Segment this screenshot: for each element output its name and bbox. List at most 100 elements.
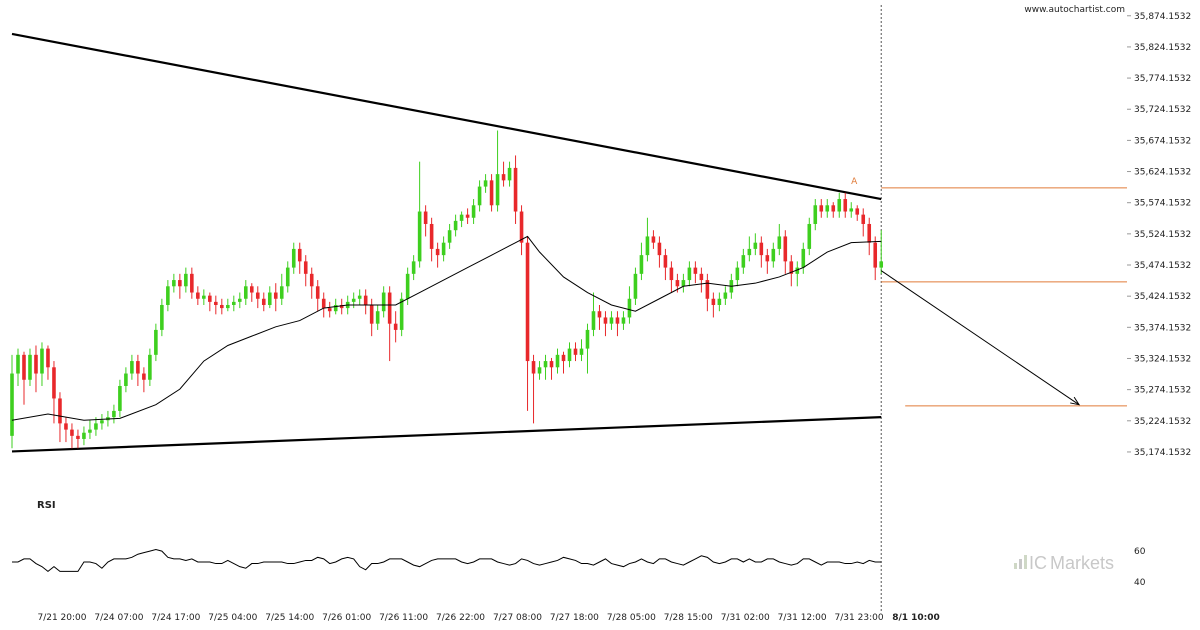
candle-body: [130, 361, 134, 374]
candle-body: [184, 273, 188, 287]
y-tick-label: 35,224.1532: [1134, 417, 1191, 427]
candle-body: [220, 304, 224, 309]
forecast-arrow-head: [1070, 396, 1081, 406]
candle-body: [70, 429, 74, 436]
candle-body: [681, 280, 686, 287]
x-tick-label: 7/26 11:00: [379, 613, 428, 623]
y-tick-label: 35,724.1532: [1134, 105, 1191, 115]
candle-body: [22, 354, 26, 380]
brand-logo: IC Markets: [1014, 553, 1114, 573]
candle-body: [855, 208, 860, 215]
candle-body: [765, 255, 770, 262]
candle-body: [879, 261, 884, 268]
candle-body: [249, 286, 254, 293]
candle-body: [747, 248, 752, 256]
candle-body: [873, 242, 878, 268]
y-tick-label: 35,274.1532: [1134, 386, 1191, 396]
rsi-title: RSI: [37, 500, 56, 511]
candle-body: [549, 361, 554, 368]
candle-body: [387, 292, 392, 324]
candle-body: [118, 385, 122, 411]
candle-body: [28, 354, 32, 380]
moving-average-line: [11, 235, 882, 421]
candle-body: [465, 214, 470, 218]
candle-body: [243, 286, 248, 299]
candle-body: [555, 354, 560, 368]
candle-body: [795, 267, 800, 274]
x-tick-label: 7/25 14:00: [265, 613, 314, 623]
candle-body: [16, 354, 20, 374]
candle-body: [711, 298, 716, 305]
candle-body: [100, 420, 104, 424]
candle-body: [639, 255, 644, 274]
candle-body: [375, 311, 380, 324]
candle-body: [717, 298, 722, 305]
candle-body: [705, 280, 710, 299]
candle-body: [351, 298, 356, 302]
x-tick-label: 7/24 07:00: [94, 613, 143, 623]
candle-body: [76, 435, 80, 439]
candle-body: [567, 348, 572, 362]
candle-body: [82, 432, 86, 439]
support-trendline: [11, 416, 882, 453]
pattern-point-label: A: [851, 177, 858, 187]
candle-body: [40, 348, 44, 374]
y-tick-label: 35,324.1532: [1134, 354, 1191, 364]
y-tick-label: 35,174.1532: [1134, 448, 1191, 458]
candle-body: [411, 261, 416, 274]
candle-body: [94, 423, 98, 430]
candle-body: [136, 361, 140, 374]
candle-body: [471, 205, 476, 218]
candle-body: [801, 248, 806, 268]
y-tick-label: 35,824.1532: [1134, 43, 1191, 53]
candle-body: [232, 301, 236, 305]
candle-body: [178, 280, 182, 287]
candle-body: [633, 273, 638, 299]
candle-body: [837, 199, 842, 212]
candle-body: [495, 174, 500, 206]
candle-body: [531, 361, 536, 374]
candle-body: [399, 298, 404, 330]
candle-body: [417, 211, 422, 262]
candle-body: [723, 292, 728, 299]
candle-body: [357, 295, 362, 299]
candle-body: [741, 255, 746, 268]
candle-body: [657, 242, 662, 256]
candle-body: [369, 304, 374, 324]
price-panel: A: [10, 32, 1127, 453]
candle-body: [208, 295, 212, 302]
candle-body: [699, 273, 704, 281]
candle-body: [585, 329, 590, 349]
candle-body: [597, 311, 602, 318]
candle-body: [166, 286, 170, 305]
y-tick-label: 35,524.1532: [1134, 230, 1191, 240]
candle-body: [46, 348, 50, 368]
candle-body: [88, 429, 92, 433]
x-tick-label: 7/25 04:00: [208, 613, 257, 623]
candle-body: [807, 223, 812, 249]
candle-body: [621, 317, 626, 324]
brand-name: Markets: [1050, 553, 1114, 573]
candle-body: [825, 205, 830, 212]
candle-body: [363, 295, 368, 305]
x-tick-label: 7/26 01:00: [322, 613, 371, 623]
y-tick-label: 35,674.1532: [1134, 136, 1191, 146]
candle-body: [315, 286, 320, 299]
candle-body: [202, 295, 206, 299]
x-tick-label: 7/24 17:00: [151, 613, 200, 623]
candle-body: [735, 267, 740, 281]
candle-body: [543, 361, 548, 368]
x-tick-label: 7/28 15:00: [664, 613, 713, 623]
rsi-panel: 60 40: [12, 547, 1146, 588]
forecast-arrow-line: [880, 270, 1080, 406]
brand-prefix: IC: [1029, 553, 1047, 573]
candle-body: [561, 354, 566, 362]
candle-body: [669, 267, 674, 281]
candle-body: [237, 298, 242, 302]
candle-body: [279, 286, 284, 299]
watermark-text: www.autochartist.com: [1024, 5, 1125, 15]
candle-body: [627, 298, 632, 318]
candle-body: [52, 367, 56, 399]
candle-body: [142, 373, 146, 380]
candle-body: [453, 220, 458, 231]
